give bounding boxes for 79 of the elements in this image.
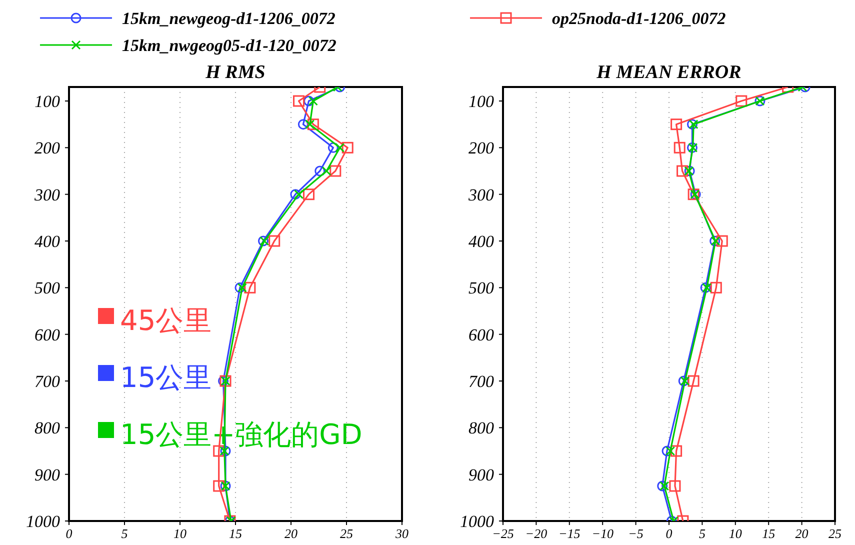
y-tick-label: 900 bbox=[34, 465, 60, 484]
x-tick-label: −10 bbox=[592, 526, 614, 541]
point bbox=[293, 95, 305, 107]
x-tick-label: 25 bbox=[828, 526, 842, 541]
x-tick-label: 15 bbox=[229, 526, 242, 541]
point bbox=[335, 142, 345, 152]
x-tick-label: 20 bbox=[795, 526, 809, 541]
point bbox=[716, 235, 728, 247]
point bbox=[666, 446, 676, 456]
annotation: 45公里 bbox=[120, 304, 212, 337]
point bbox=[676, 165, 688, 177]
point bbox=[307, 118, 319, 130]
chart-title: H RMS bbox=[204, 62, 266, 83]
point bbox=[670, 118, 682, 130]
x-tick-label: 0 bbox=[66, 526, 73, 541]
y-tick-label: 600 bbox=[468, 325, 494, 344]
point bbox=[657, 480, 668, 492]
x-tick-label: 15 bbox=[762, 526, 776, 541]
x-tick-label: 0 bbox=[666, 526, 673, 541]
x-tick-label: 5 bbox=[121, 526, 128, 541]
y-tick-label: 400 bbox=[34, 232, 60, 251]
legend-label: 15km_nwgeog05-d1-120_0072 bbox=[122, 36, 337, 55]
x-tick-label: −15 bbox=[558, 526, 581, 541]
point bbox=[342, 142, 354, 154]
point bbox=[736, 95, 748, 107]
y-tick-label: 300 bbox=[34, 185, 60, 204]
y-tick-label: 300 bbox=[468, 185, 494, 204]
x-tick-label: 30 bbox=[394, 526, 409, 541]
point bbox=[314, 166, 326, 176]
chart-title: H MEAN ERROR bbox=[596, 62, 742, 83]
point bbox=[305, 120, 315, 130]
point bbox=[290, 189, 301, 200]
point bbox=[308, 96, 318, 106]
point bbox=[322, 166, 332, 176]
y-tick-label: 700 bbox=[468, 372, 494, 391]
y-tick-label: 500 bbox=[34, 278, 60, 298]
y-tick-label: 100 bbox=[34, 92, 60, 111]
point bbox=[298, 119, 308, 130]
point bbox=[670, 445, 682, 457]
y-tick-label: 400 bbox=[468, 232, 494, 251]
x-tick-label: 20 bbox=[284, 526, 298, 541]
point bbox=[294, 190, 304, 200]
point bbox=[674, 142, 686, 154]
x-tick-label: 10 bbox=[174, 526, 187, 541]
point bbox=[234, 282, 246, 293]
y-tick-label: 100 bbox=[468, 92, 494, 111]
y-tick-label: 700 bbox=[34, 372, 60, 391]
y-tick-label: 200 bbox=[468, 138, 494, 158]
point bbox=[237, 282, 247, 292]
x-tick-label: −5 bbox=[628, 526, 644, 541]
point bbox=[688, 188, 700, 200]
point bbox=[669, 480, 681, 492]
y-tick-label: 1000 bbox=[26, 512, 60, 531]
x-tick-label: −20 bbox=[525, 526, 548, 541]
point bbox=[213, 480, 225, 492]
y-tick-label: 800 bbox=[34, 418, 60, 438]
y-tick-label: 200 bbox=[34, 138, 60, 158]
point bbox=[660, 481, 670, 491]
legend-label: 15km_newgeog-d1-1206_0072 bbox=[122, 9, 336, 28]
y-tick-label: 500 bbox=[468, 278, 494, 298]
y-tick-label: 1000 bbox=[460, 512, 494, 531]
x-tick-label: 5 bbox=[698, 526, 706, 541]
y-tick-label: 600 bbox=[34, 325, 60, 344]
x-tick-label: −25 bbox=[492, 526, 514, 541]
point bbox=[218, 376, 229, 386]
y-tick-label: 900 bbox=[468, 465, 494, 484]
x-tick-label: 25 bbox=[340, 526, 354, 541]
x-tick-label: 10 bbox=[728, 526, 742, 541]
point bbox=[328, 142, 338, 153]
point bbox=[304, 96, 314, 106]
point bbox=[330, 165, 342, 177]
point bbox=[688, 375, 700, 387]
point bbox=[244, 282, 256, 294]
legend-label: op25noda-d1-1206_0072 bbox=[552, 9, 726, 28]
y-tick-label: 800 bbox=[468, 418, 494, 438]
annotation: 15公里 bbox=[120, 361, 212, 394]
point bbox=[268, 235, 280, 247]
point bbox=[303, 188, 315, 200]
point bbox=[710, 282, 722, 294]
